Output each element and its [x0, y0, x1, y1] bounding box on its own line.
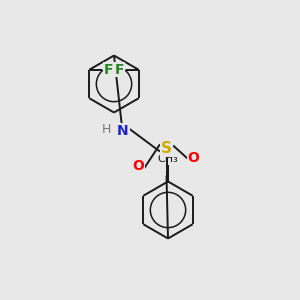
Text: O: O [132, 160, 144, 173]
Text: F: F [104, 63, 114, 77]
Text: CH₃: CH₃ [158, 154, 178, 164]
Text: N: N [117, 124, 129, 137]
Text: S: S [161, 141, 172, 156]
Text: O: O [188, 151, 200, 164]
Text: F: F [114, 63, 124, 77]
Text: H: H [102, 122, 111, 136]
